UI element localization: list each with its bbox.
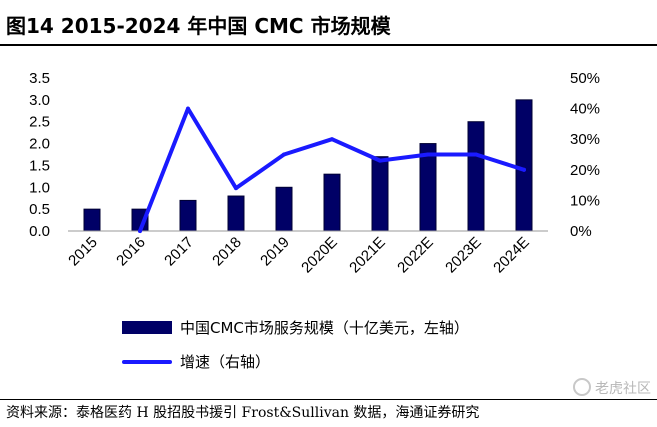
growth-point [426,152,430,157]
x-axis-tick-label: 2015 [65,234,101,270]
left-axis-tick-label: 3.5 [29,70,50,87]
right-axis-tick-label: 10% [570,192,600,209]
bar [275,186,293,232]
x-axis-tick-label: 2019 [257,234,293,270]
left-axis-tick-label: 1.5 [29,157,50,174]
bar [467,121,485,232]
bar [323,173,341,232]
x-axis-tick-label: 2022E [394,234,437,277]
chart-title: 图14 2015-2024 年中国 CMC 市场规模 [6,14,391,38]
source-note: 资料来源：泰格医药 H 股招股书援引 Frost&Sullivan 数据，海通证… [6,405,480,421]
x-axis-tick-label: 2018 [209,234,245,270]
bar [179,199,197,232]
right-axis-tick-label: 30% [570,131,600,148]
bar [227,195,245,232]
right-axis-tick-label: 50% [570,70,600,87]
left-axis-tick-label: 1.0 [29,179,50,196]
right-axis-tick-label: 0% [570,223,592,240]
left-axis-tick-label: 0.5 [29,201,50,218]
x-axis-tick-label: 2016 [113,234,149,270]
growth-point [186,106,190,111]
legend-line-swatch [122,360,172,364]
legend-label-growth: 增速（右轴） [180,353,271,371]
watermark-logo-icon [573,378,591,396]
growth-point [330,137,334,142]
legend-label-market-size: 中国CMC市场服务规模（十亿美元，左轴） [180,319,469,337]
growth-point [282,152,286,157]
watermark-text: 老虎社区 [595,381,651,397]
left-axis-tick-label: 3.0 [29,92,50,109]
left-axis-tick-label: 2.5 [29,114,50,131]
source-divider [0,399,657,400]
legend-bar-swatch [122,321,172,334]
growth-point [474,152,478,157]
growth-point [522,167,526,172]
title-row: 图14 2015-2024 年中国 CMC 市场规模 [0,0,657,46]
left-axis-tick-label: 0.0 [29,223,50,240]
x-axis-tick-label: 2021E [346,234,389,277]
bar [371,156,389,232]
left-axis-tick-label: 2.0 [29,136,50,153]
x-axis-tick-label: 2017 [161,234,197,270]
right-axis-tick-label: 40% [570,101,600,118]
title-divider [0,44,657,46]
growth-point [138,229,142,233]
right-axis-tick-label: 20% [570,162,600,179]
x-axis-tick-label: 2020E [298,234,341,277]
bar [515,99,533,232]
chart: 0.0 0.5 1.0 1.5 2.0 2.5 3.0 3.5 0% 10% 20% 30% 40% 50… [29,70,600,277]
x-axis-tick-label: 2023E [442,234,485,277]
watermark: 老虎社区 [573,378,651,398]
growth-point [378,158,382,163]
x-axis-tick-label: 2024E [490,234,533,277]
bar [83,208,101,232]
growth-point [234,186,238,191]
